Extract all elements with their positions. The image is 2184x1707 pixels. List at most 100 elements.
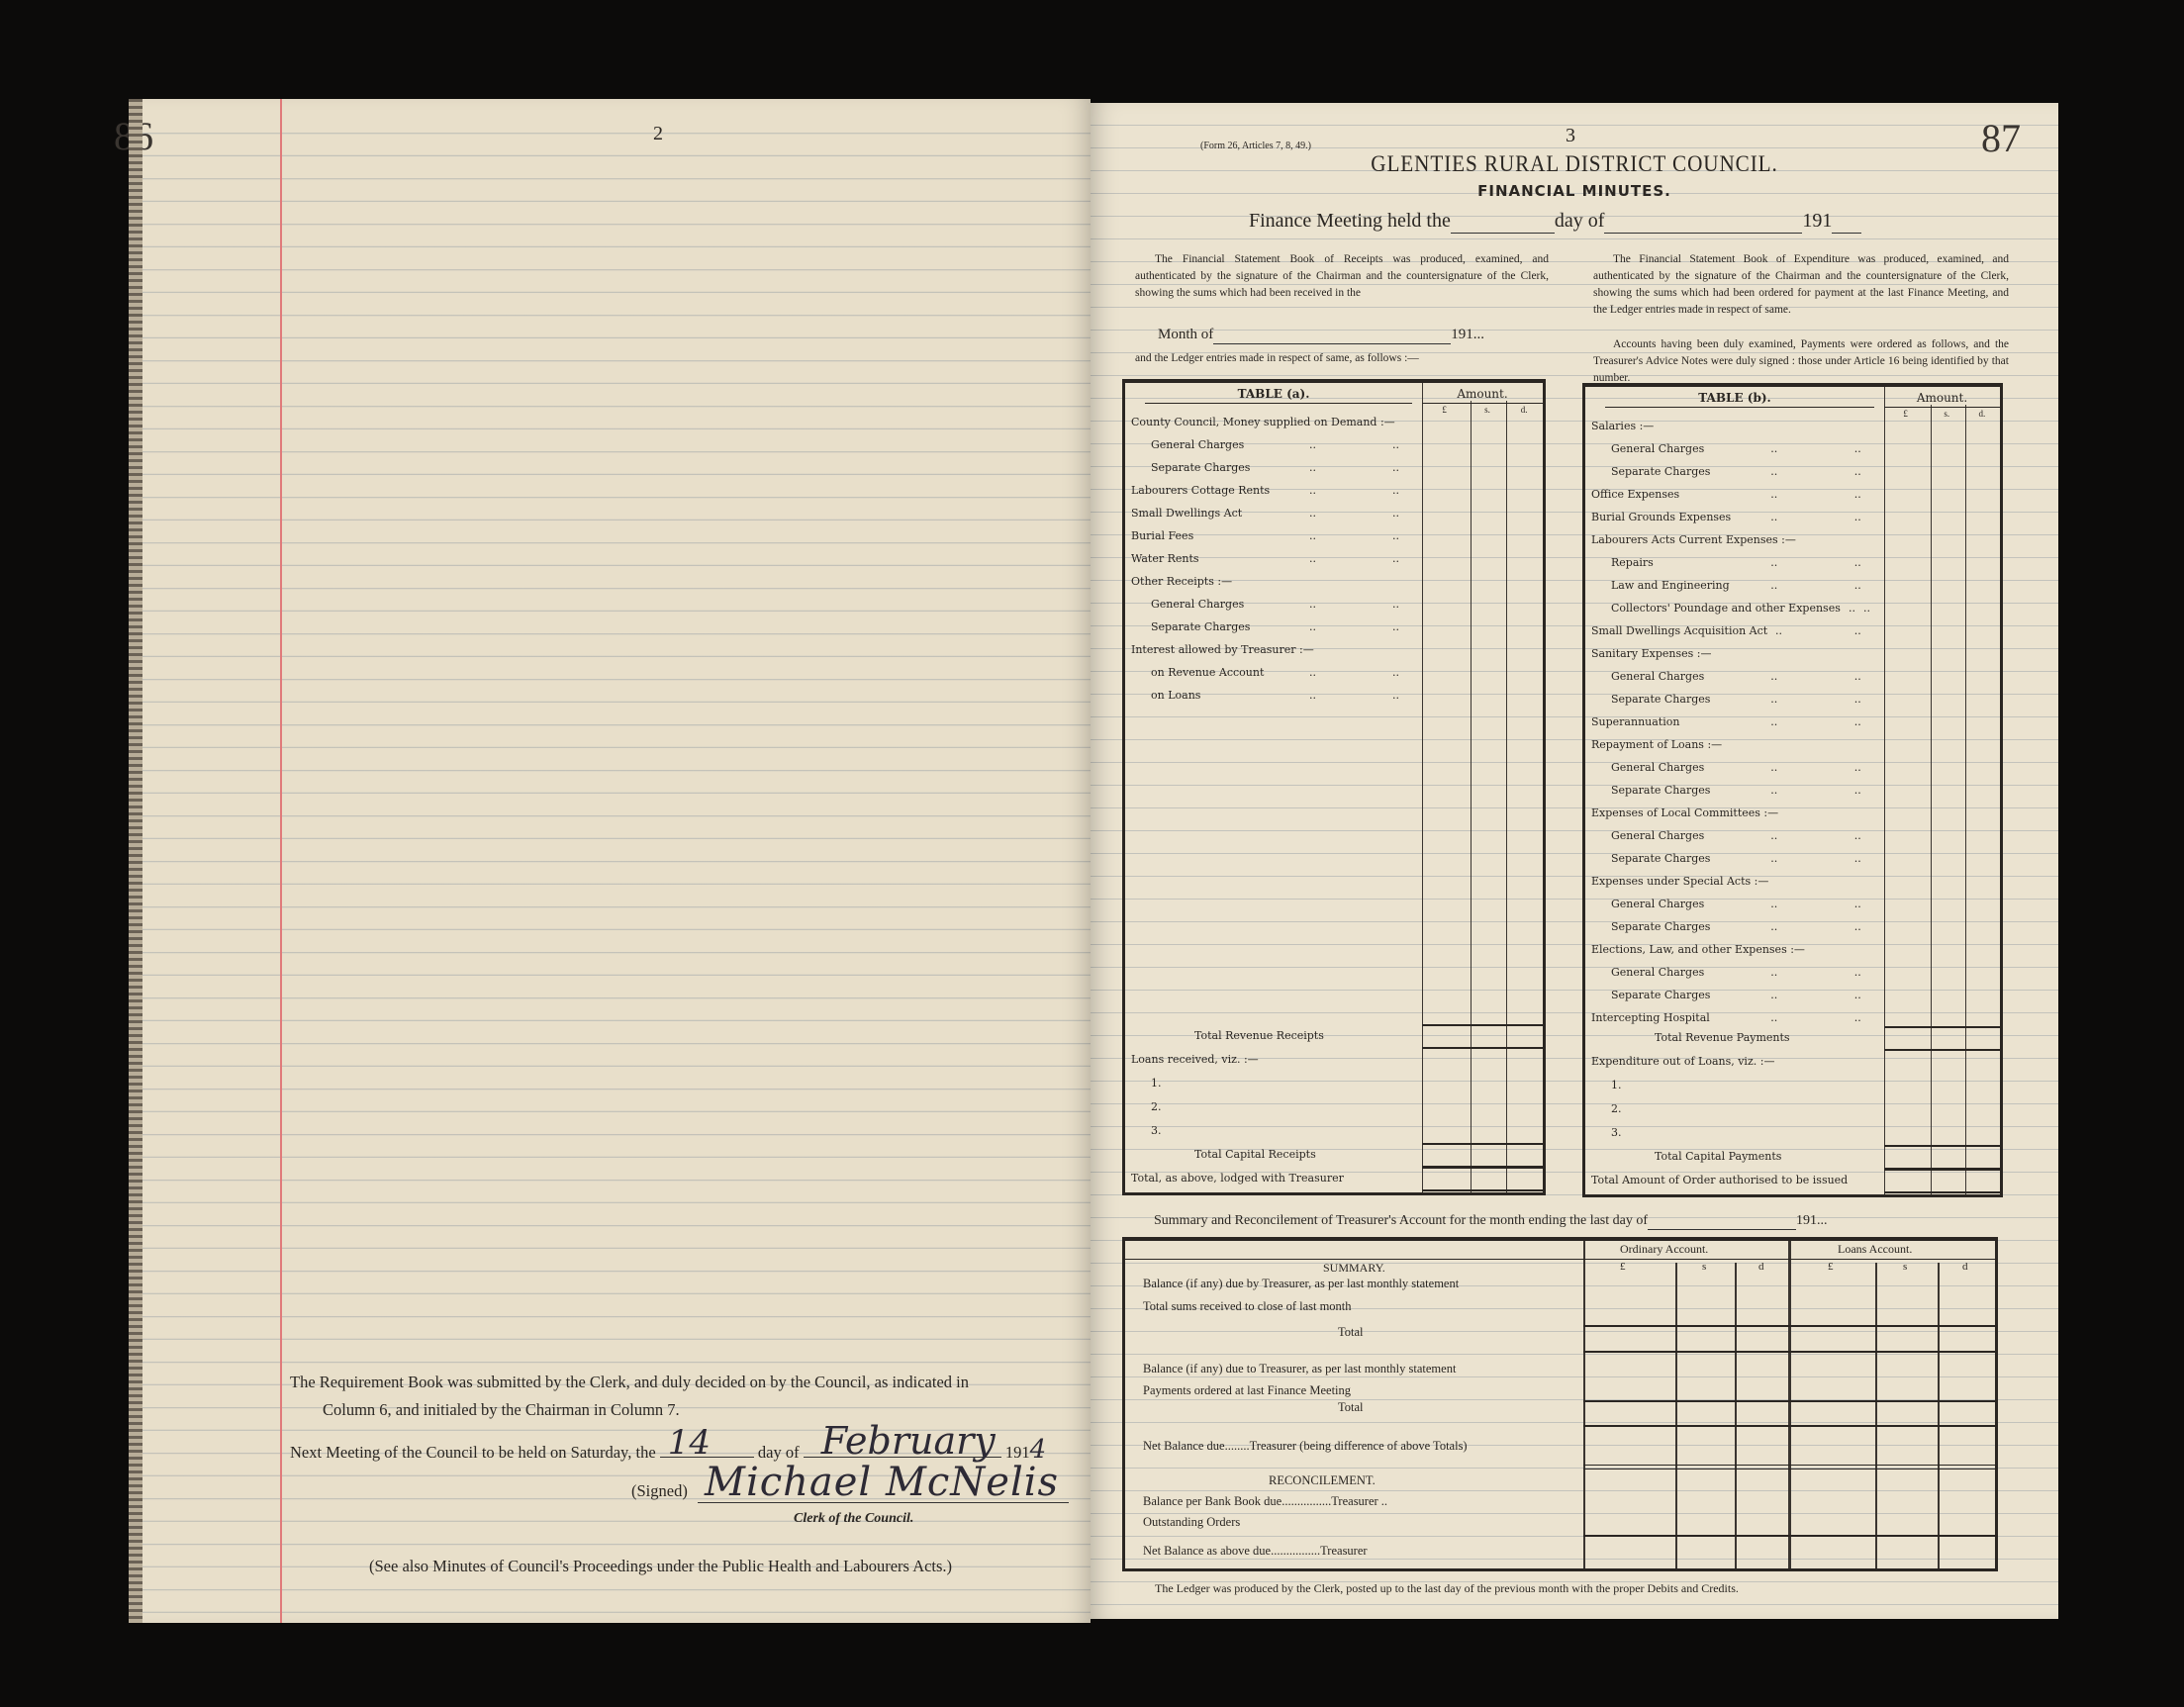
- table-row: Repayment of Loans :—: [1585, 733, 1884, 756]
- receipts-paragraph: The Financial Statement Book of Receipts…: [1135, 253, 1549, 299]
- summary-row: Total sums received to close of last mon…: [1143, 1299, 1352, 1313]
- dot-leader: ..: [1392, 507, 1399, 520]
- row-label: 2.: [1611, 1102, 1622, 1115]
- dot-leader: ..: [1863, 602, 1870, 615]
- dot-leader: ..: [1770, 761, 1778, 774]
- dot-leader: ..: [1849, 602, 1855, 615]
- total-row: Total Capital Receipts: [1125, 1143, 1422, 1166]
- row-label: General Charges: [1611, 442, 1705, 455]
- summary-table: Ordinary Account. Loans Account. £ s d £…: [1122, 1237, 1998, 1571]
- row-label: Superannuation: [1591, 715, 1680, 728]
- column-rule: [1938, 1263, 1940, 1568]
- row-label: General Charges: [1151, 438, 1245, 451]
- ledger-footer-note: The Ledger was produced by the Clerk, po…: [1155, 1581, 1739, 1595]
- currency-header: £: [1442, 405, 1447, 415]
- amount-column-rule: [1422, 383, 1423, 1192]
- amount-rule: [1583, 1400, 1995, 1402]
- table-row: 3.: [1585, 1121, 1884, 1144]
- row-label: General Charges: [1611, 898, 1705, 910]
- table-title: TABLE (a).: [1237, 387, 1310, 401]
- table-row: Separate Charges....: [1585, 688, 1884, 711]
- table-row: on Revenue Account....: [1125, 661, 1422, 684]
- dot-leader: ..: [1770, 715, 1778, 728]
- row-label: Labourers Cottage Rents: [1131, 484, 1271, 497]
- row-label: Separate Charges: [1611, 693, 1711, 706]
- dot-leader: ..: [1392, 529, 1399, 542]
- total-row: Total Revenue Receipts: [1125, 1024, 1422, 1047]
- row-label: Separate Charges: [1611, 989, 1711, 1001]
- dot-leader: ..: [1853, 784, 1861, 797]
- column-rule: [1875, 1263, 1877, 1568]
- table-row: General Charges....: [1125, 593, 1422, 616]
- reconcilement-row: Net Balance as above due................…: [1143, 1544, 1368, 1558]
- dot-leader: ..: [1770, 920, 1778, 933]
- year-prefix: 191: [1004, 1443, 1030, 1462]
- currency-header: s.: [1944, 409, 1950, 419]
- row-label: Total Capital Receipts: [1194, 1148, 1316, 1161]
- dot-leader: ..: [1853, 465, 1861, 478]
- dot-leader: ..: [1309, 689, 1316, 702]
- requirement-line-1: The Requirement Book was submitted by th…: [290, 1373, 969, 1391]
- meeting-year: 191: [1802, 210, 1833, 232]
- total-amount-rule: [1884, 1049, 2000, 1051]
- requirement-line-2: Column 6, and initialed by the Chairman …: [323, 1400, 680, 1420]
- ordinary-account-header: Ordinary Account.: [1620, 1242, 1709, 1256]
- row-label: Intercepting Hospital: [1591, 1011, 1710, 1024]
- row-label: General Charges: [1611, 670, 1705, 683]
- day-blank: 14: [659, 1426, 754, 1460]
- dot-leader: ..: [1853, 624, 1861, 637]
- row-label: Small Dwellings Act: [1131, 507, 1243, 520]
- table-row: Elections, Law, and other Expenses :—: [1585, 938, 1884, 961]
- row-label: 3.: [1611, 1126, 1622, 1139]
- table-row: General Charges....: [1585, 756, 1884, 779]
- dot-leader: ..: [1853, 989, 1861, 1001]
- dot-leader: ..: [1853, 761, 1861, 774]
- table-row: County Council, Money supplied on Demand…: [1125, 411, 1422, 433]
- amount-rule: [1583, 1469, 1995, 1470]
- total-amount-rule: [1884, 1026, 2000, 1028]
- amount-column-rule: [1964, 405, 1966, 1194]
- table-row: 3.: [1125, 1119, 1422, 1142]
- reconcilement-label: RECONCILEMENT.: [1269, 1473, 1376, 1487]
- ledger-line: and the Ledger entries made in respect o…: [1135, 352, 1419, 364]
- summary-label: SUMMARY.: [1323, 1261, 1385, 1275]
- total-row: Total Revenue Payments: [1585, 1026, 1884, 1049]
- dot-leader: ..: [1392, 438, 1399, 451]
- dot-leader: ..: [1309, 598, 1316, 611]
- dot-leader: ..: [1853, 920, 1861, 933]
- dot-leader: ..: [1770, 966, 1778, 979]
- table-row: General Charges....: [1585, 893, 1884, 915]
- column-rule: [1675, 1263, 1677, 1568]
- dot-leader: ..: [1853, 488, 1861, 501]
- title-rule: [1145, 403, 1412, 404]
- dot-leader: ..: [1309, 552, 1316, 565]
- total-amount-rule: [1884, 1168, 2000, 1170]
- month-of-line: Month of 191...: [1158, 327, 1484, 344]
- currency-header: d.: [1978, 409, 1986, 419]
- row-label: Burial Fees: [1131, 529, 1194, 542]
- summary-row-total: Total: [1338, 1325, 1364, 1339]
- table-b-expenditure: TABLE (b). Amount. £ s. d. Salaries :— General…: [1582, 383, 2003, 1197]
- amount-rule: [1583, 1465, 1995, 1466]
- dot-leader: ..: [1853, 511, 1861, 523]
- dot-leader: ..: [1770, 898, 1778, 910]
- row-label: Separate Charges: [1611, 920, 1711, 933]
- ordinary-shillings: s: [1702, 1261, 1707, 1273]
- row-label: Expenses under Special Acts :—: [1591, 875, 1769, 888]
- dot-leader: ..: [1392, 689, 1399, 702]
- total-amount-rule: [1422, 1167, 1543, 1169]
- dot-leader: ..: [1853, 579, 1861, 592]
- column-rule: [1735, 1263, 1737, 1568]
- row-label: 1.: [1611, 1079, 1622, 1091]
- table-row: Separate Charges....: [1585, 460, 1884, 483]
- handwritten-year-digit: 4: [1029, 1435, 1047, 1465]
- requirement-text: The Requirement Book was submitted by th…: [290, 1372, 1181, 1422]
- table-row: Superannuation....: [1585, 711, 1884, 733]
- row-label: Expenses of Local Committees :—: [1591, 806, 1779, 819]
- dot-leader: ..: [1770, 556, 1778, 569]
- table-row: General Charges....: [1585, 961, 1884, 984]
- next-meeting-line: Next Meeting of the Council to be held o…: [290, 1422, 1200, 1465]
- amount-rule: [1583, 1325, 1995, 1327]
- ordinary-pounds: £: [1620, 1261, 1626, 1273]
- table-row: Salaries :—: [1585, 415, 1884, 437]
